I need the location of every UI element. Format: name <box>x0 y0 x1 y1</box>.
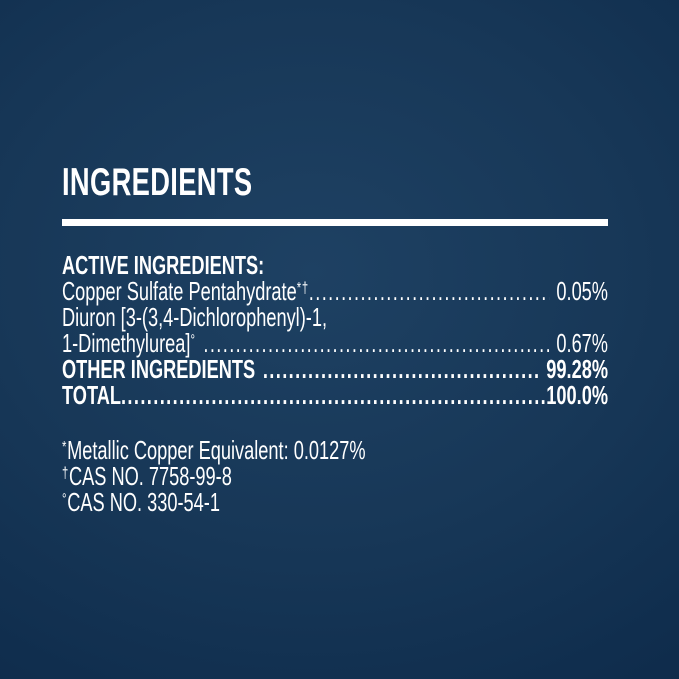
footnote-marker: * <box>62 437 68 456</box>
ingredient-value: 100.0% <box>546 380 608 410</box>
ingredient-name-wrap: Copper Sulfate Pentahydrate*† <box>62 278 309 304</box>
divider-rule <box>62 219 608 226</box>
dot-leader <box>203 330 549 356</box>
ingredients-label-panel: INGREDIENTS ACTIVE INGREDIENTS: Copper S… <box>62 163 608 515</box>
footnote-marker-reference: *† <box>296 278 309 297</box>
footnote-metallic-copper: *Metallic Copper Equivalent: 0.0127% <box>62 437 608 463</box>
panel-title: INGREDIENTS <box>62 161 253 204</box>
ingredient-row-total: TOTAL 100.0% <box>62 382 608 408</box>
ingredient-value: 0.67% <box>556 328 608 358</box>
dot-leader <box>121 382 546 408</box>
ingredient-value: 0.05% <box>556 276 608 306</box>
ingredient-row-diuron-line1: Diuron [3-(3,4-Dichlorophenyl)-1, <box>62 304 608 330</box>
footnote-marker: ° <box>62 489 68 508</box>
ingredient-name: TOTAL <box>62 380 121 410</box>
footnote-marker: † <box>62 463 69 482</box>
footnote-cas-1: †CAS NO. 7758-99-8 <box>62 463 608 489</box>
ingredient-row-diuron-line2: 1-Dimethylurea]° 0.67% <box>62 330 608 356</box>
active-ingredients-heading: ACTIVE INGREDIENTS: <box>62 250 265 280</box>
dot-leader <box>309 278 550 304</box>
ingredient-name: 1-Dimethylurea] <box>62 328 191 358</box>
ingredient-name-wrap: 1-Dimethylurea]° <box>62 330 196 356</box>
ingredient-value: 99.28% <box>546 354 608 384</box>
ingredient-name: OTHER INGREDIENTS <box>62 354 256 384</box>
ingredient-row-other: OTHER INGREDIENTS 99.28% <box>62 356 608 382</box>
ingredient-name: Copper Sulfate Pentahydrate <box>62 276 297 306</box>
ingredient-row-copper-sulfate: Copper Sulfate Pentahydrate*† 0.05% <box>62 278 608 304</box>
dot-leader <box>263 356 539 382</box>
ingredients-list: ACTIVE INGREDIENTS: Copper Sulfate Penta… <box>62 252 608 408</box>
footnote-cas-2: °CAS NO. 330-54-1 <box>62 489 608 515</box>
footnote-text: CAS NO. 7758-99-8 <box>68 461 232 491</box>
footnote-text: CAS NO. 330-54-1 <box>67 487 220 517</box>
footnotes-block: *Metallic Copper Equivalent: 0.0127% †CA… <box>62 437 608 515</box>
active-ingredients-heading-row: ACTIVE INGREDIENTS: <box>62 252 608 278</box>
ingredient-name: Diuron [3-(3,4-Dichlorophenyl)-1, <box>62 302 328 332</box>
footnote-text: Metallic Copper Equivalent: 0.0127% <box>67 435 366 465</box>
footnote-marker-reference: ° <box>190 330 196 349</box>
